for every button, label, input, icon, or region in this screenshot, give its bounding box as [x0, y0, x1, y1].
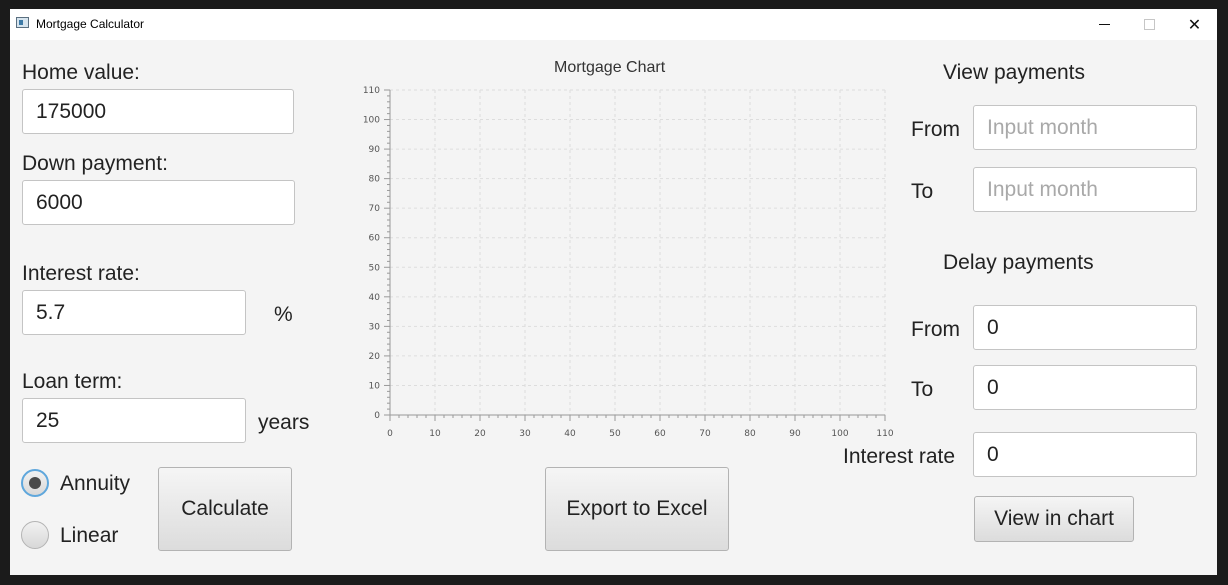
title-bar[interactable]: Mortgage Calculator ✕ — [10, 9, 1217, 40]
view-in-chart-button[interactable]: View in chart — [974, 496, 1134, 542]
y-tick-label: 10 — [369, 381, 381, 391]
y-tick-label: 100 — [363, 116, 380, 126]
calculate-button[interactable]: Calculate — [158, 467, 292, 551]
delay-to-label: To — [911, 378, 934, 401]
delay-interest-rate-input[interactable] — [973, 432, 1197, 477]
y-tick-label: 90 — [369, 145, 381, 155]
y-tick-label: 20 — [369, 352, 381, 362]
delay-payments-heading: Delay payments — [943, 251, 1094, 274]
x-tick-label: 80 — [744, 429, 756, 439]
chart-title: Mortgage Chart — [554, 59, 666, 76]
y-tick-label: 60 — [369, 234, 381, 244]
loan-term-input[interactable] — [22, 398, 246, 443]
minimize-icon — [1099, 24, 1110, 25]
x-tick-label: 20 — [474, 429, 486, 439]
maximize-button[interactable] — [1127, 9, 1172, 40]
view-payments-heading: View payments — [943, 61, 1086, 84]
y-tick-label: 0 — [374, 411, 380, 421]
x-tick-label: 0 — [387, 429, 393, 439]
export-to-excel-button[interactable]: Export to Excel — [545, 467, 729, 551]
down-payment-input[interactable] — [22, 180, 295, 225]
maximize-icon — [1144, 19, 1155, 30]
down-payment-label: Down payment: — [22, 152, 168, 175]
delay-from-label: From — [911, 318, 960, 341]
annuity-label[interactable]: Annuity — [60, 472, 131, 495]
interest-rate-label: Interest rate: — [22, 262, 140, 285]
close-icon: ✕ — [1187, 14, 1202, 34]
window-title: Mortgage Calculator — [36, 17, 145, 31]
delay-interest-rate-label: Interest rate — [843, 445, 956, 468]
annuity-radio[interactable] — [21, 469, 49, 497]
x-tick-label: 100 — [831, 429, 848, 439]
x-tick-label: 110 — [876, 429, 893, 439]
view-from-input[interactable] — [973, 105, 1197, 150]
radio-selected-dot — [29, 477, 41, 489]
x-tick-label: 90 — [789, 429, 801, 439]
x-tick-label: 60 — [654, 429, 666, 439]
y-tick-label: 80 — [369, 175, 381, 185]
minimize-button[interactable] — [1082, 9, 1127, 40]
years-unit-label: years — [258, 411, 310, 434]
y-tick-label: 30 — [369, 322, 381, 332]
home-value-label: Home value: — [22, 61, 140, 84]
linear-label[interactable]: Linear — [60, 524, 119, 547]
view-to-label: To — [911, 180, 934, 203]
chart-axes — [384, 89, 886, 421]
chart-tick-labels: 0 10 20 30 40 50 60 70 80 90 100 110 0 10 20 30 40 50 60 70… — [363, 86, 894, 439]
home-value-input[interactable] — [22, 89, 294, 134]
x-tick-label: 10 — [429, 429, 441, 439]
mortgage-chart: 0 10 20 30 40 50 60 70 80 90 100 110 0 10 20 30 40 50 60 70… — [363, 86, 894, 439]
app-window: Mortgage Calculator ✕ Home value: Down p… — [10, 9, 1217, 575]
loan-term-label: Loan term: — [22, 370, 123, 393]
interest-rate-input[interactable] — [22, 290, 246, 335]
y-tick-label: 70 — [369, 204, 381, 214]
app-window-icon — [16, 17, 29, 28]
linear-radio[interactable] — [21, 521, 49, 549]
y-tick-label: 110 — [363, 86, 380, 96]
x-tick-label: 40 — [564, 429, 576, 439]
x-tick-label: 30 — [519, 429, 531, 439]
y-tick-label: 40 — [369, 293, 381, 303]
y-tick-label: 50 — [369, 263, 381, 273]
view-to-input[interactable] — [973, 167, 1197, 212]
delay-to-input[interactable] — [973, 365, 1197, 410]
chart-grid — [389, 89, 886, 416]
delay-from-input[interactable] — [973, 305, 1197, 350]
close-button[interactable]: ✕ — [1172, 9, 1217, 40]
percent-unit-label: % — [274, 303, 293, 326]
view-from-label: From — [911, 118, 960, 141]
x-tick-label: 70 — [699, 429, 711, 439]
x-tick-label: 50 — [609, 429, 621, 439]
